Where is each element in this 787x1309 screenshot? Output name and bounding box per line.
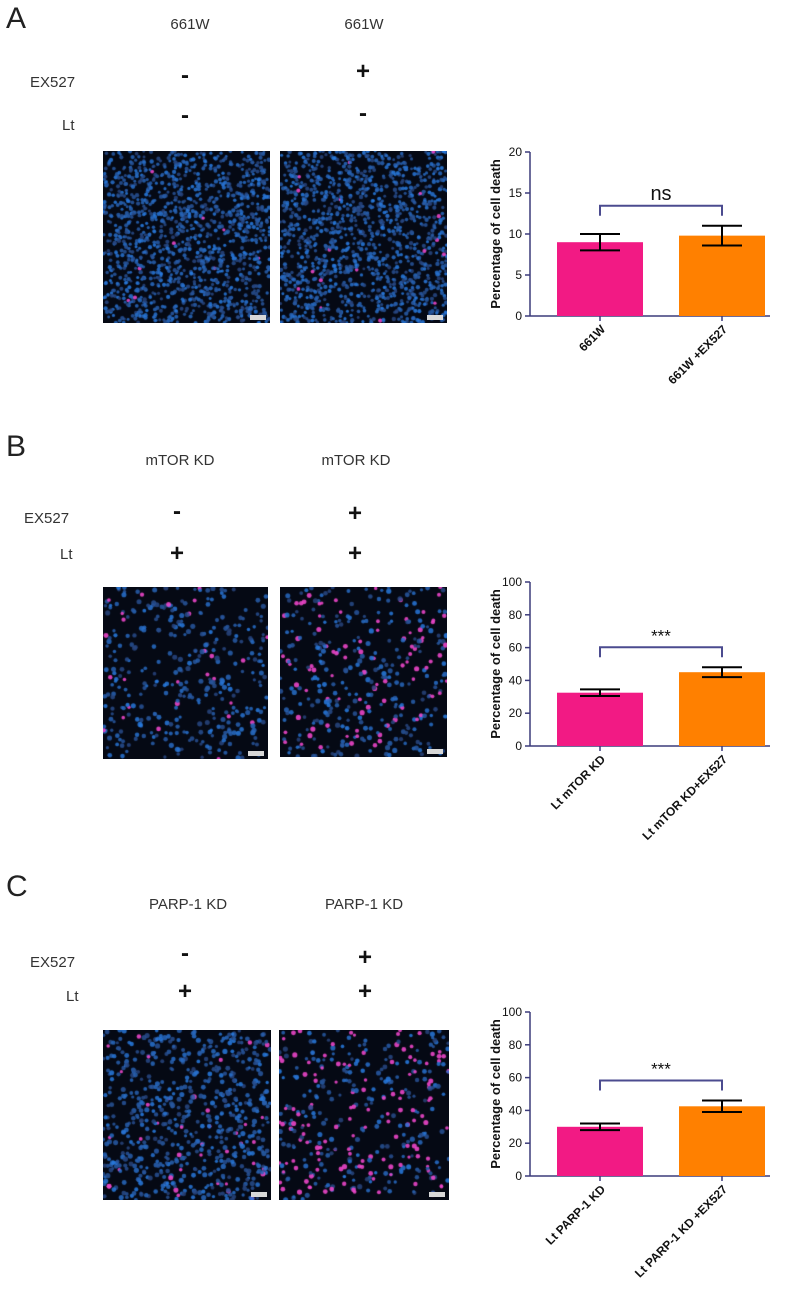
significance-bracket <box>599 204 723 216</box>
bar-chart-c: Percentage of cell death 0 20 40 60 80 100 Lt P… <box>488 1005 770 1280</box>
bar-chart-b: Percentage of cell death 0 20 40 60 80 100 Lt m… <box>488 575 770 843</box>
y-axis-label: Percentage of cell death <box>488 589 503 739</box>
row-label-ex527: EX527 <box>30 74 76 91</box>
lt-sign: + <box>169 540 184 567</box>
y-tick-label: 60 <box>509 1071 523 1085</box>
ex527-sign: - <box>181 940 189 967</box>
condition-label: 661W <box>170 16 210 33</box>
ex527-sign: - <box>181 62 189 89</box>
lt-sign: - <box>181 102 189 129</box>
significance-bracket <box>599 646 723 658</box>
micrograph-parp1-kd <box>103 1030 271 1200</box>
significance-bracket <box>599 1079 723 1091</box>
bar <box>557 692 643 746</box>
row-label-ex527: EX527 <box>24 510 70 527</box>
micrograph-parp1-kd-ex527 <box>279 1030 449 1200</box>
x-tick-label: Lt mTOR KD <box>548 752 608 812</box>
y-tick-label: 40 <box>509 1103 523 1117</box>
lt-sign: + <box>357 978 372 1005</box>
y-tick-label: 20 <box>509 706 523 720</box>
lt-sign: + <box>177 978 192 1005</box>
y-tick-label: 0 <box>515 309 522 323</box>
x-tick-label: Lt PARP-1 KD <box>543 1182 609 1248</box>
scale-bar <box>251 1192 267 1197</box>
condition-label: PARP-1 KD <box>324 896 404 913</box>
y-tick-label: 0 <box>515 1169 522 1183</box>
bar <box>679 672 765 746</box>
ex527-sign: + <box>357 944 372 971</box>
y-axis-label: Percentage of cell death <box>488 159 503 309</box>
lt-sign: + <box>347 540 362 567</box>
scale-bar <box>429 1192 445 1197</box>
y-tick-label: 5 <box>515 268 522 282</box>
micrograph-mtor-kd-ex527 <box>280 587 447 757</box>
y-tick-label: 20 <box>509 1136 523 1150</box>
significance-label: *** <box>651 626 671 645</box>
ex527-sign: - <box>173 498 181 525</box>
bar <box>557 1126 643 1176</box>
panel-c: C PARP-1 KD PARP-1 KD EX527 Lt - + + + P… <box>0 870 787 1309</box>
scale-bar <box>248 751 264 756</box>
y-tick-label: 100 <box>502 1005 522 1019</box>
y-tick-label: 60 <box>509 641 523 655</box>
condition-label: PARP-1 KD <box>148 896 228 913</box>
y-tick-label: 15 <box>509 186 523 200</box>
row-label-ex527: EX527 <box>30 954 76 971</box>
panel-letter: C <box>6 870 28 903</box>
scale-bar <box>427 315 443 320</box>
micrograph-mtor-kd <box>103 587 268 759</box>
y-tick-label: 40 <box>509 673 523 687</box>
x-tick-label: Lt PARP-1 KD +EX527 <box>632 1182 730 1280</box>
row-label-lt: Lt <box>62 117 75 134</box>
ex527-sign: + <box>347 500 362 527</box>
x-tick-label: 661W <box>576 322 609 355</box>
x-tick-label: 661W +EX527 <box>665 322 730 387</box>
y-tick-label: 10 <box>509 227 523 241</box>
y-tick-label: 100 <box>502 575 522 589</box>
y-tick-label: 80 <box>509 608 523 622</box>
row-label-lt: Lt <box>60 546 73 563</box>
bar <box>679 235 765 316</box>
micrograph-661w-ex527 <box>280 151 447 323</box>
panel-a: A 661W 661W EX527 Lt - + - - Percentage … <box>0 0 787 430</box>
y-tick-label: 0 <box>515 739 522 753</box>
panel-letter: B <box>6 430 27 463</box>
condition-label: 661W <box>344 16 384 33</box>
ex527-sign: + <box>355 58 370 85</box>
x-tick-label: Lt mTOR KD+EX527 <box>640 752 731 843</box>
row-label-lt: Lt <box>66 988 79 1005</box>
scale-bar <box>250 315 266 320</box>
bar-chart-a: Percentage of cell death 0 5 10 15 20 661W 661W… <box>488 145 770 387</box>
significance-label: *** <box>651 1060 671 1079</box>
significance-label: ns <box>650 183 671 205</box>
lt-sign: - <box>359 100 367 127</box>
condition-label: mTOR KD <box>321 452 391 469</box>
y-tick-label: 80 <box>509 1038 523 1052</box>
bar <box>557 242 643 316</box>
panel-b: B mTOR KD mTOR KD EX527 Lt - + + + Perce… <box>0 430 787 870</box>
y-axis-label: Percentage of cell death <box>488 1019 503 1169</box>
y-tick-label: 20 <box>509 145 523 159</box>
scale-bar <box>427 749 443 754</box>
micrograph-661w <box>103 151 270 323</box>
panel-letter: A <box>6 2 27 35</box>
condition-label: mTOR KD <box>145 452 215 469</box>
bar <box>679 1106 765 1176</box>
